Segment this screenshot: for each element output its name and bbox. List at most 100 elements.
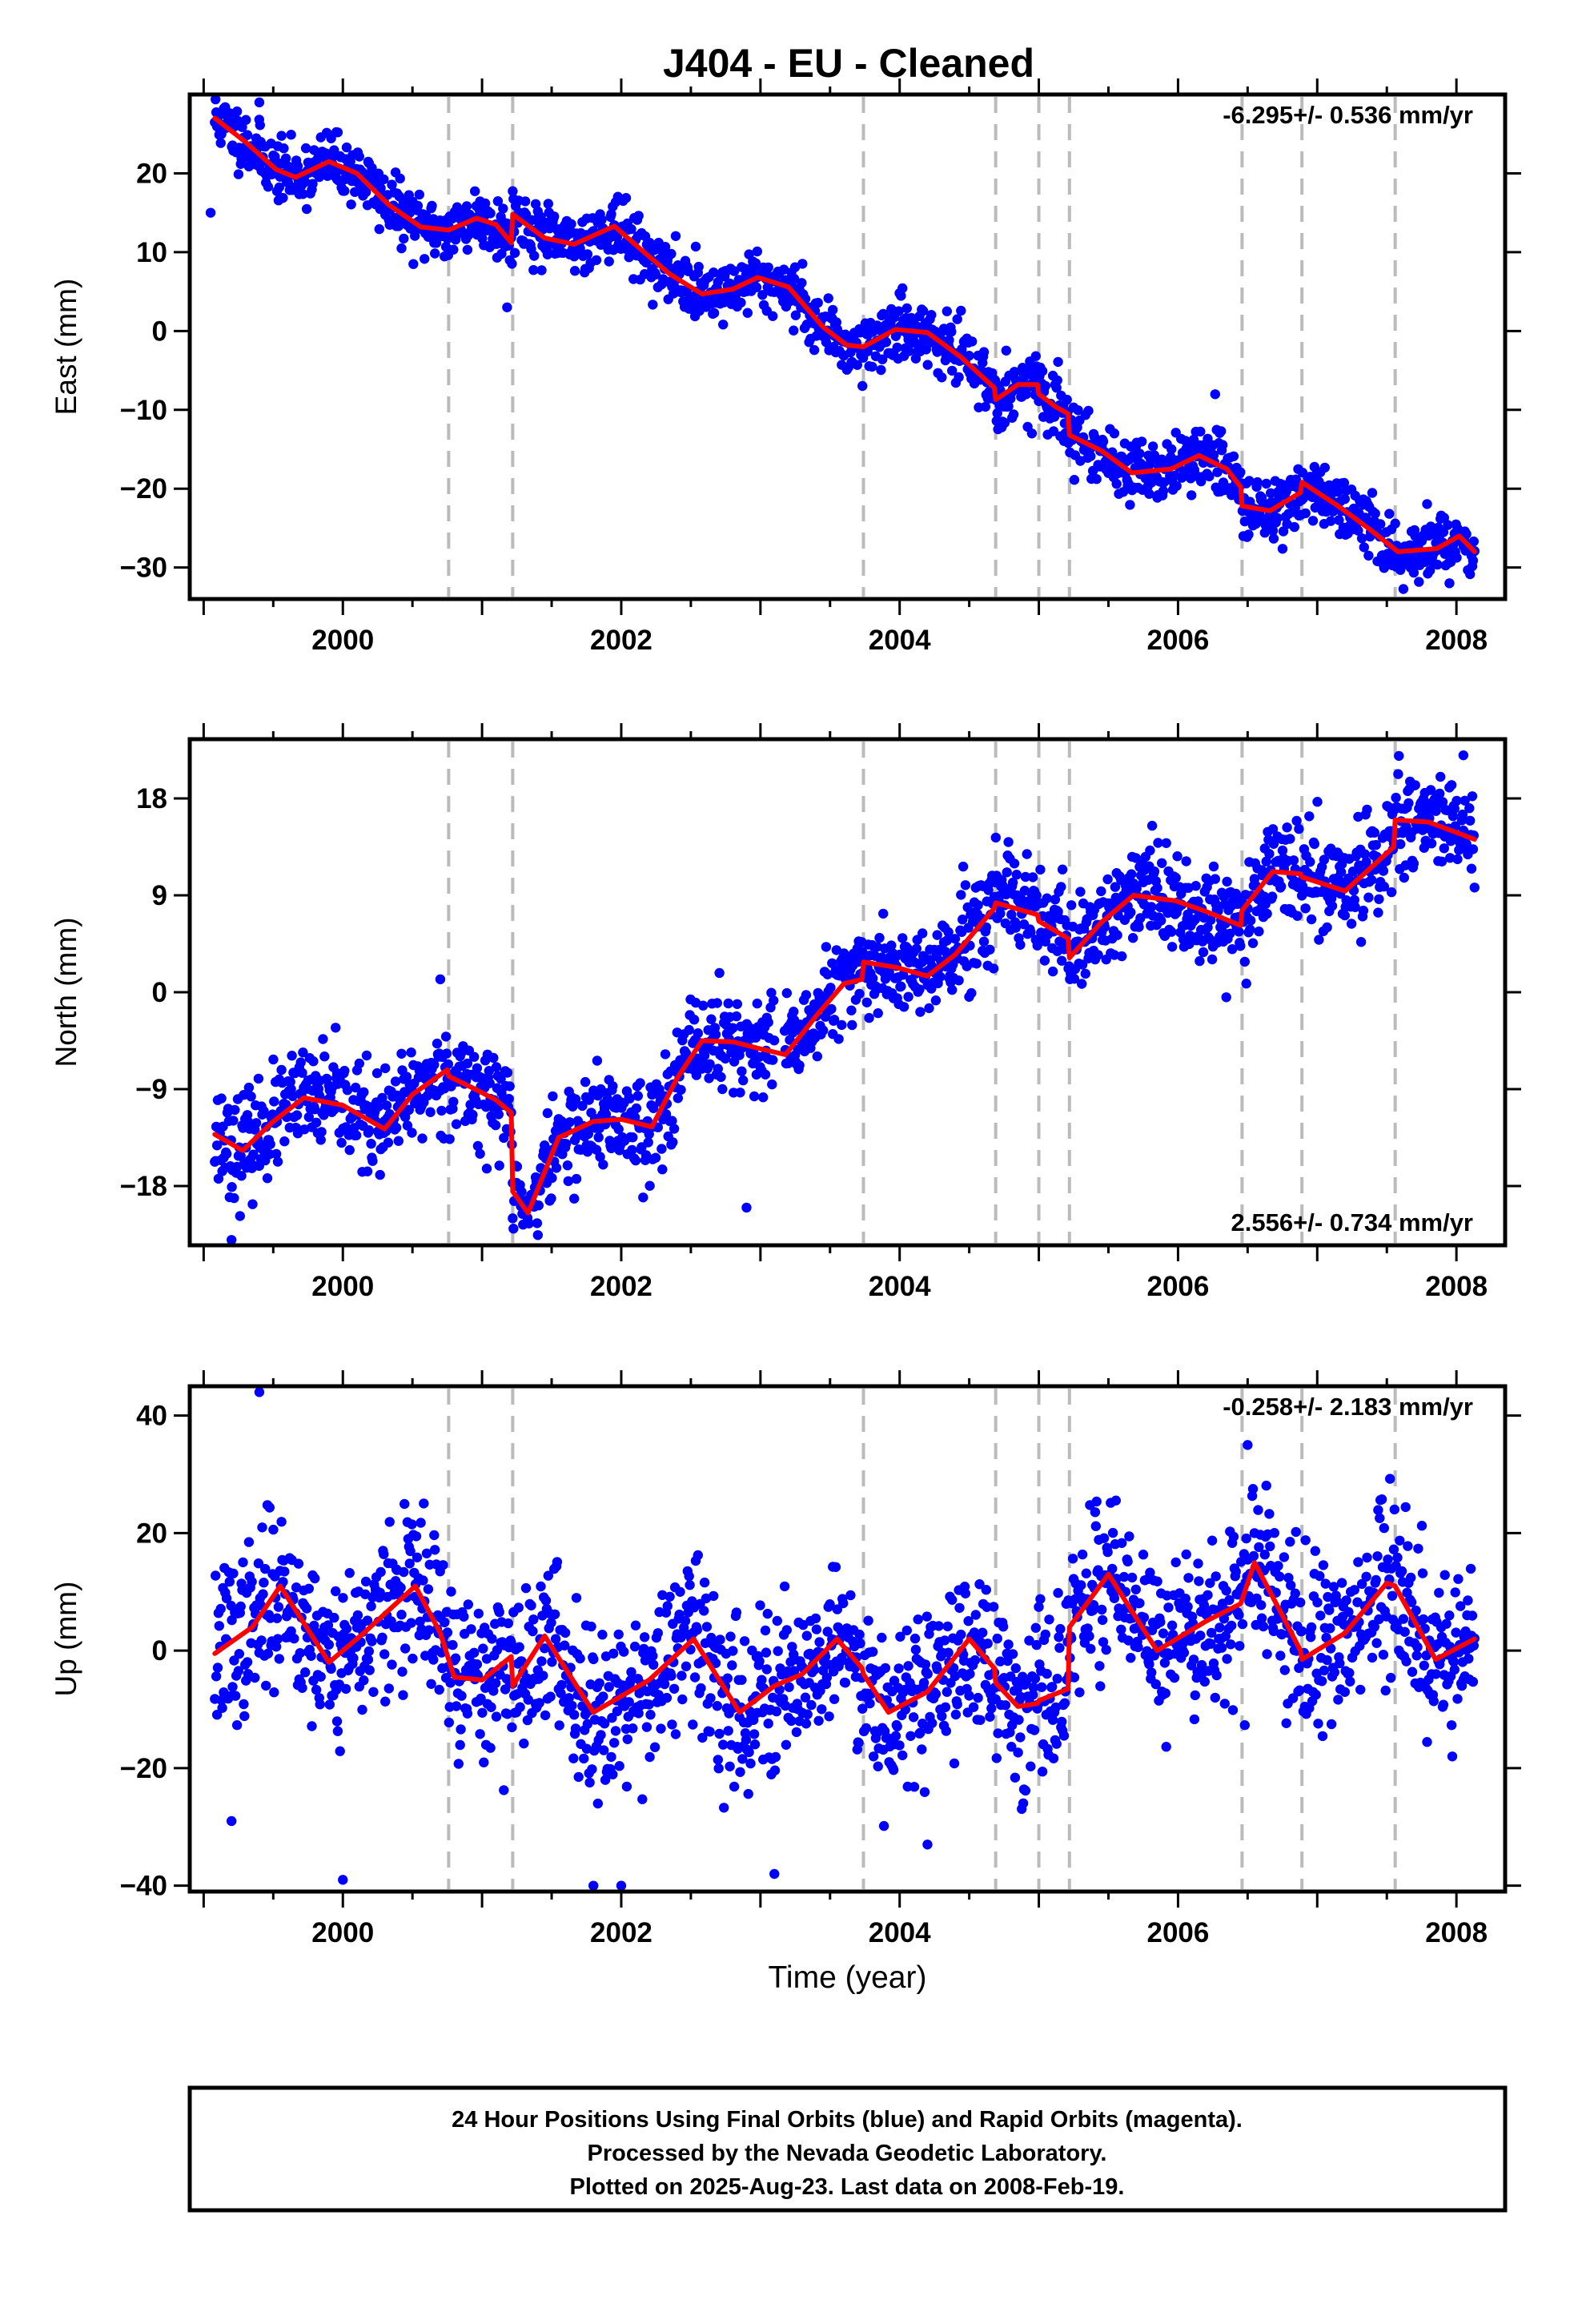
- data-point: [331, 1716, 343, 1727]
- data-point: [1035, 864, 1046, 875]
- data-point: [1042, 893, 1052, 903]
- data-point: [215, 138, 226, 148]
- data-point: [1267, 525, 1279, 536]
- data-point: [1053, 907, 1063, 917]
- data-point: [829, 1015, 840, 1025]
- data-point: [952, 314, 962, 324]
- data-point: [354, 151, 364, 162]
- data-point: [817, 1025, 829, 1035]
- data-point: [757, 290, 768, 300]
- data-point: [323, 1620, 334, 1630]
- data-point: [903, 1661, 913, 1671]
- data-point: [231, 106, 243, 117]
- data-point: [709, 267, 719, 278]
- data-point: [1090, 1521, 1102, 1531]
- data-point: [359, 1087, 369, 1098]
- data-point: [1003, 1639, 1014, 1650]
- data-point: [1026, 927, 1036, 938]
- data-point: [224, 1576, 235, 1587]
- data-point: [420, 254, 430, 264]
- data-point: [1050, 895, 1061, 905]
- data-point: [1059, 1698, 1070, 1708]
- data-point: [705, 1727, 715, 1737]
- data-point: [319, 1051, 330, 1062]
- data-point: [1235, 467, 1246, 477]
- data-point: [1097, 1604, 1107, 1615]
- data-point: [1062, 394, 1072, 405]
- data-point: [1066, 900, 1077, 911]
- data-point: [613, 1124, 624, 1135]
- data-point: [569, 266, 580, 276]
- data-point: [438, 1560, 448, 1570]
- data-point: [884, 967, 894, 978]
- data-point: [494, 1606, 504, 1618]
- data-point: [952, 1699, 962, 1710]
- data-point: [342, 1085, 353, 1096]
- data-point: [1285, 834, 1295, 844]
- data-point: [407, 1128, 417, 1138]
- data-point: [729, 266, 740, 276]
- data-point: [564, 1117, 575, 1128]
- y-tick-label: −20: [120, 473, 167, 505]
- data-point: [937, 372, 947, 383]
- data-point: [1195, 955, 1205, 967]
- data-point: [443, 1059, 453, 1070]
- data-point: [956, 1629, 966, 1640]
- data-point: [1272, 513, 1283, 524]
- data-point: [1102, 874, 1113, 885]
- data-point: [669, 1124, 680, 1134]
- data-point: [954, 975, 964, 986]
- data-point: [1367, 488, 1378, 498]
- data-point: [873, 1008, 883, 1019]
- data-point: [1292, 911, 1303, 921]
- data-point: [667, 1116, 677, 1126]
- data-point: [1289, 521, 1300, 533]
- data-point: [1256, 1600, 1267, 1610]
- data-point: [890, 1731, 901, 1741]
- data-point: [745, 1758, 756, 1769]
- data-point: [236, 1171, 247, 1181]
- data-point: [949, 1758, 960, 1769]
- data-point: [247, 1199, 258, 1209]
- data-point: [930, 995, 942, 1006]
- data-point: [877, 354, 888, 364]
- x-tick-label: 2006: [1146, 1271, 1209, 1302]
- data-point: [1190, 914, 1201, 925]
- data-point: [303, 1583, 314, 1594]
- data-point: [660, 1049, 671, 1059]
- data-point: [876, 364, 886, 376]
- data-point: [1138, 1550, 1149, 1560]
- data-point: [1245, 924, 1255, 935]
- data-point: [292, 161, 303, 171]
- data-point: [628, 1723, 638, 1734]
- data-point: [1161, 838, 1171, 849]
- data-point: [1373, 907, 1383, 918]
- data-point: [681, 1661, 692, 1671]
- data-point: [423, 1584, 434, 1594]
- data-point: [279, 1136, 290, 1147]
- data-point: [970, 1655, 981, 1666]
- data-point: [917, 306, 929, 316]
- data-point: [301, 1603, 312, 1614]
- data-point: [1011, 870, 1022, 880]
- data-point: [1093, 950, 1103, 960]
- data-point: [1439, 843, 1450, 854]
- data-point: [927, 1718, 938, 1728]
- data-point: [1052, 1674, 1062, 1684]
- data-point: [488, 1052, 499, 1063]
- data-point: [367, 1636, 377, 1647]
- data-point: [737, 1675, 747, 1685]
- data-point: [789, 325, 799, 336]
- data-point: [481, 1164, 492, 1174]
- data-point: [696, 1683, 706, 1694]
- data-point: [575, 243, 585, 254]
- data-point: [1267, 824, 1279, 834]
- data-point: [1349, 895, 1360, 906]
- data-point: [1109, 428, 1120, 439]
- data-point: [316, 1127, 327, 1137]
- data-point: [587, 1764, 597, 1775]
- data-point: [1125, 500, 1135, 510]
- data-point: [1037, 1682, 1047, 1692]
- data-point: [1022, 849, 1032, 859]
- data-point: [463, 1599, 473, 1610]
